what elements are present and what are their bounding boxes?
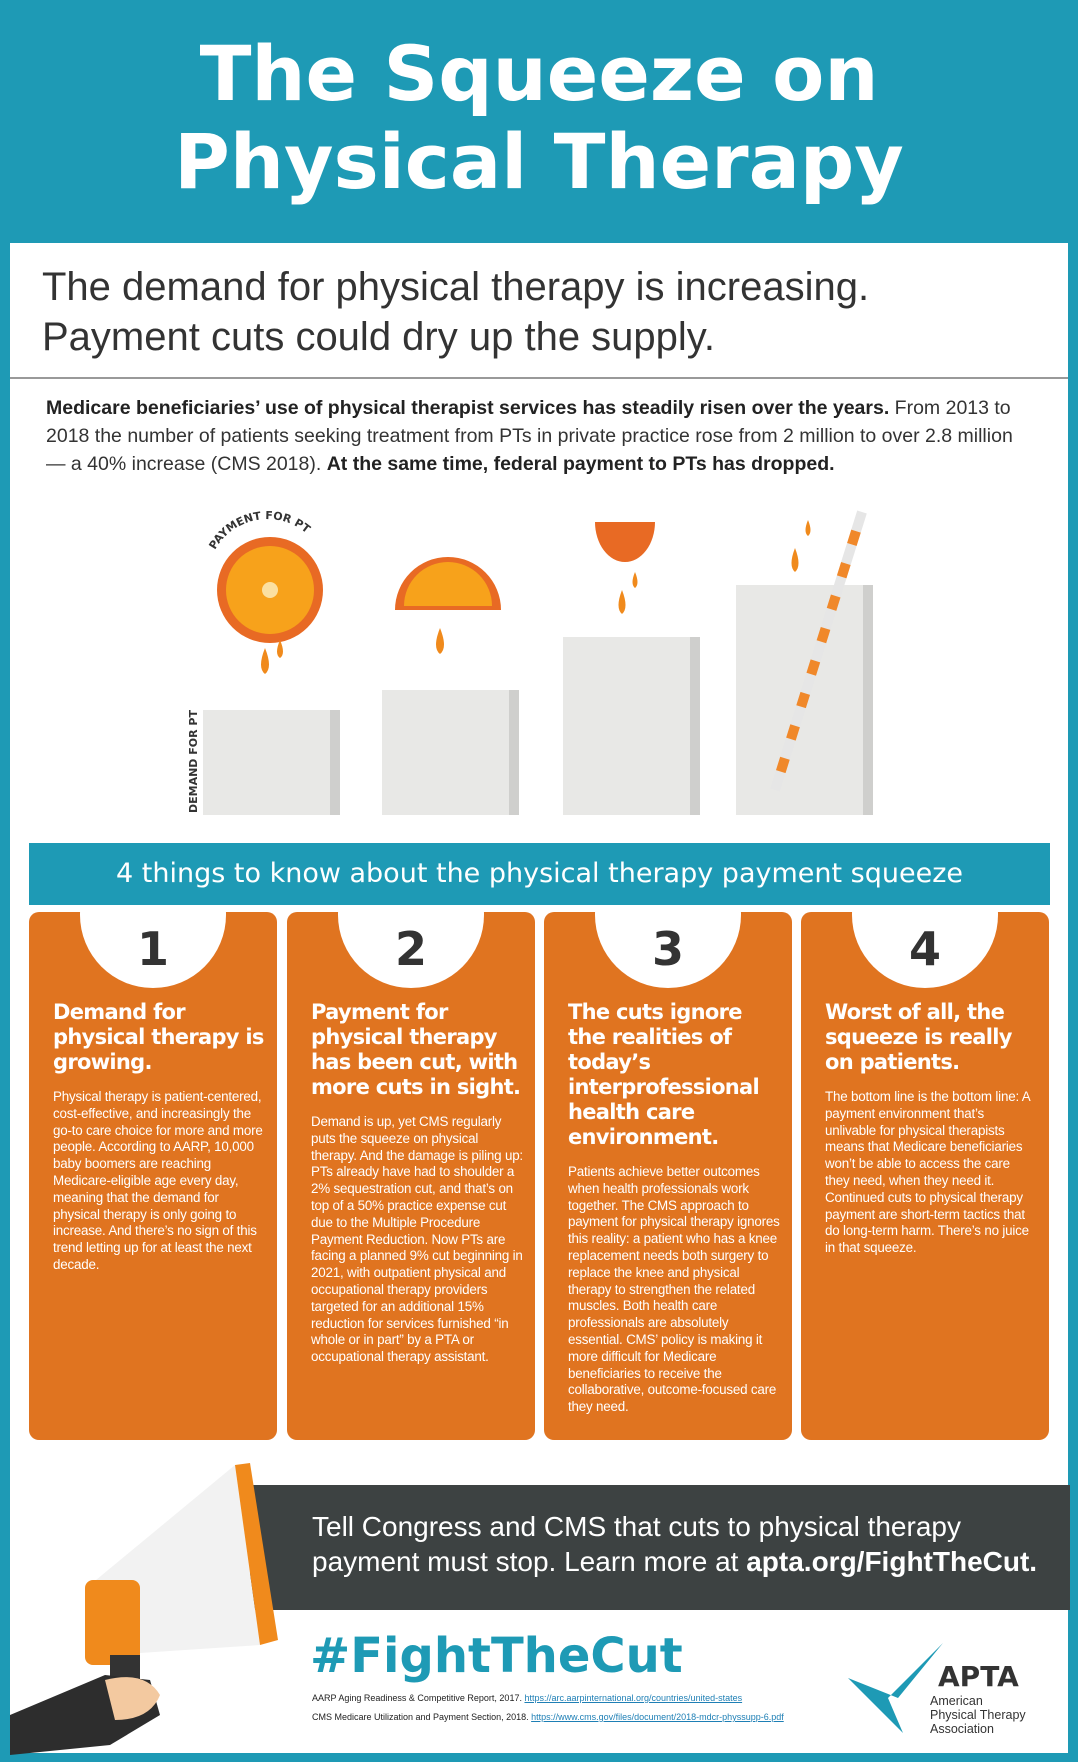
subtitle: The demand for physical therapy is incre… — [42, 262, 869, 362]
card-body: Physical therapy is patient-centered, co… — [53, 1089, 263, 1272]
card-heading: Payment for physical therapy has been cu… — [311, 1000, 521, 1099]
glass-1 — [203, 710, 340, 815]
card-heading: The cuts ignore the realities of today’s… — [568, 1000, 760, 1149]
reference-text: CMS Medicare Utilization and Payment Sec… — [312, 1712, 532, 1722]
card-heading: Worst of all, the squeeze is really on p… — [825, 1000, 1012, 1074]
apta-logo: APTA American Physical Therapy Association — [848, 1638, 1048, 1738]
logo-line: American — [930, 1694, 983, 1708]
megaphone-icon — [10, 1463, 278, 1755]
logo-abbr: APTA — [938, 1660, 1019, 1693]
cta-link[interactable]: apta.org/FightTheCut. — [746, 1546, 1038, 1577]
info-card-1: 1 Demand for physical therapy is growing.… — [29, 912, 277, 1440]
cta-text: Tell Congress and CMS that cuts to physi… — [312, 1511, 961, 1577]
number-circle: 1 — [80, 912, 226, 988]
drop-icon — [261, 640, 283, 674]
reference-link[interactable]: https://www.cms.gov/files/document/2018-… — [531, 1712, 784, 1722]
intro-text: From 2013 to 2018 the number of patients… — [46, 397, 1013, 475]
logo-text: American Physical Therapy Association — [930, 1694, 1026, 1736]
orange-quarter-icon — [595, 522, 655, 562]
card-body: The bottom line is the bottom line: A pa… — [825, 1089, 1030, 1256]
demand-label: DEMAND FOR PT — [187, 710, 200, 813]
subtitle-line: Payment cuts could dry up the supply. — [42, 315, 715, 359]
hashtag: #FightTheCut — [310, 1628, 683, 1684]
drop-icon — [791, 520, 811, 572]
glass-2 — [382, 690, 519, 815]
reference: AARP Aging Readiness & Competitive Repor… — [312, 1693, 742, 1703]
page-title: The Squeeze on Physical Therapy — [0, 30, 1078, 206]
number-circle: 3 — [595, 912, 741, 988]
card-number: 4 — [908, 922, 941, 976]
number-circle: 2 — [338, 912, 484, 988]
title-line: The Squeeze on — [199, 29, 879, 118]
logo-line: Association — [930, 1722, 994, 1736]
card-number: 2 — [394, 922, 427, 976]
section-banner: 4 things to know about the physical ther… — [29, 843, 1050, 905]
subtitle-line: The demand for physical therapy is incre… — [42, 265, 870, 309]
divider — [10, 377, 1068, 379]
card-body: Demand is up, yet CMS regularly puts the… — [311, 1114, 523, 1365]
orange-full-icon — [217, 537, 323, 643]
card-heading: Demand for physical therapy is growing. — [53, 1000, 264, 1074]
call-to-action: Tell Congress and CMS that cuts to physi… — [250, 1485, 1070, 1610]
apta-logo-mark — [848, 1643, 943, 1733]
intro-bold: Medicare beneficiaries’ use of physical … — [46, 397, 890, 419]
number-circle: 4 — [852, 912, 998, 988]
reference-text: AARP Aging Readiness & Competitive Repor… — [312, 1693, 525, 1703]
reference: CMS Medicare Utilization and Payment Sec… — [312, 1712, 784, 1722]
reference-link[interactable]: https://arc.aarpinternational.org/countr… — [524, 1693, 743, 1703]
card-body: Patients achieve better outcomes when he… — [568, 1164, 780, 1415]
logo-line: Physical Therapy — [930, 1708, 1026, 1722]
squeeze-illustration: PAYMENT FOR PT DEMAND FOR PT — [187, 509, 873, 815]
card-number: 1 — [136, 922, 169, 976]
info-card-2: 2 Payment for physical therapy has been c… — [287, 912, 535, 1440]
drop-icon — [618, 572, 638, 614]
straw-icon — [770, 510, 867, 792]
drop-icon — [436, 628, 444, 654]
title-line: Physical Therapy — [174, 117, 904, 206]
intro-bold: At the same time, federal payment to PTs… — [326, 453, 835, 475]
info-card-4: 4 Worst of all, the squeeze is really on … — [801, 912, 1049, 1440]
info-card-3: 3 The cuts ignore the realities of today’… — [544, 912, 792, 1440]
card-number: 3 — [651, 922, 684, 976]
glass-3 — [563, 637, 700, 815]
intro-paragraph: Medicare beneficiaries’ use of physical … — [46, 394, 1026, 478]
